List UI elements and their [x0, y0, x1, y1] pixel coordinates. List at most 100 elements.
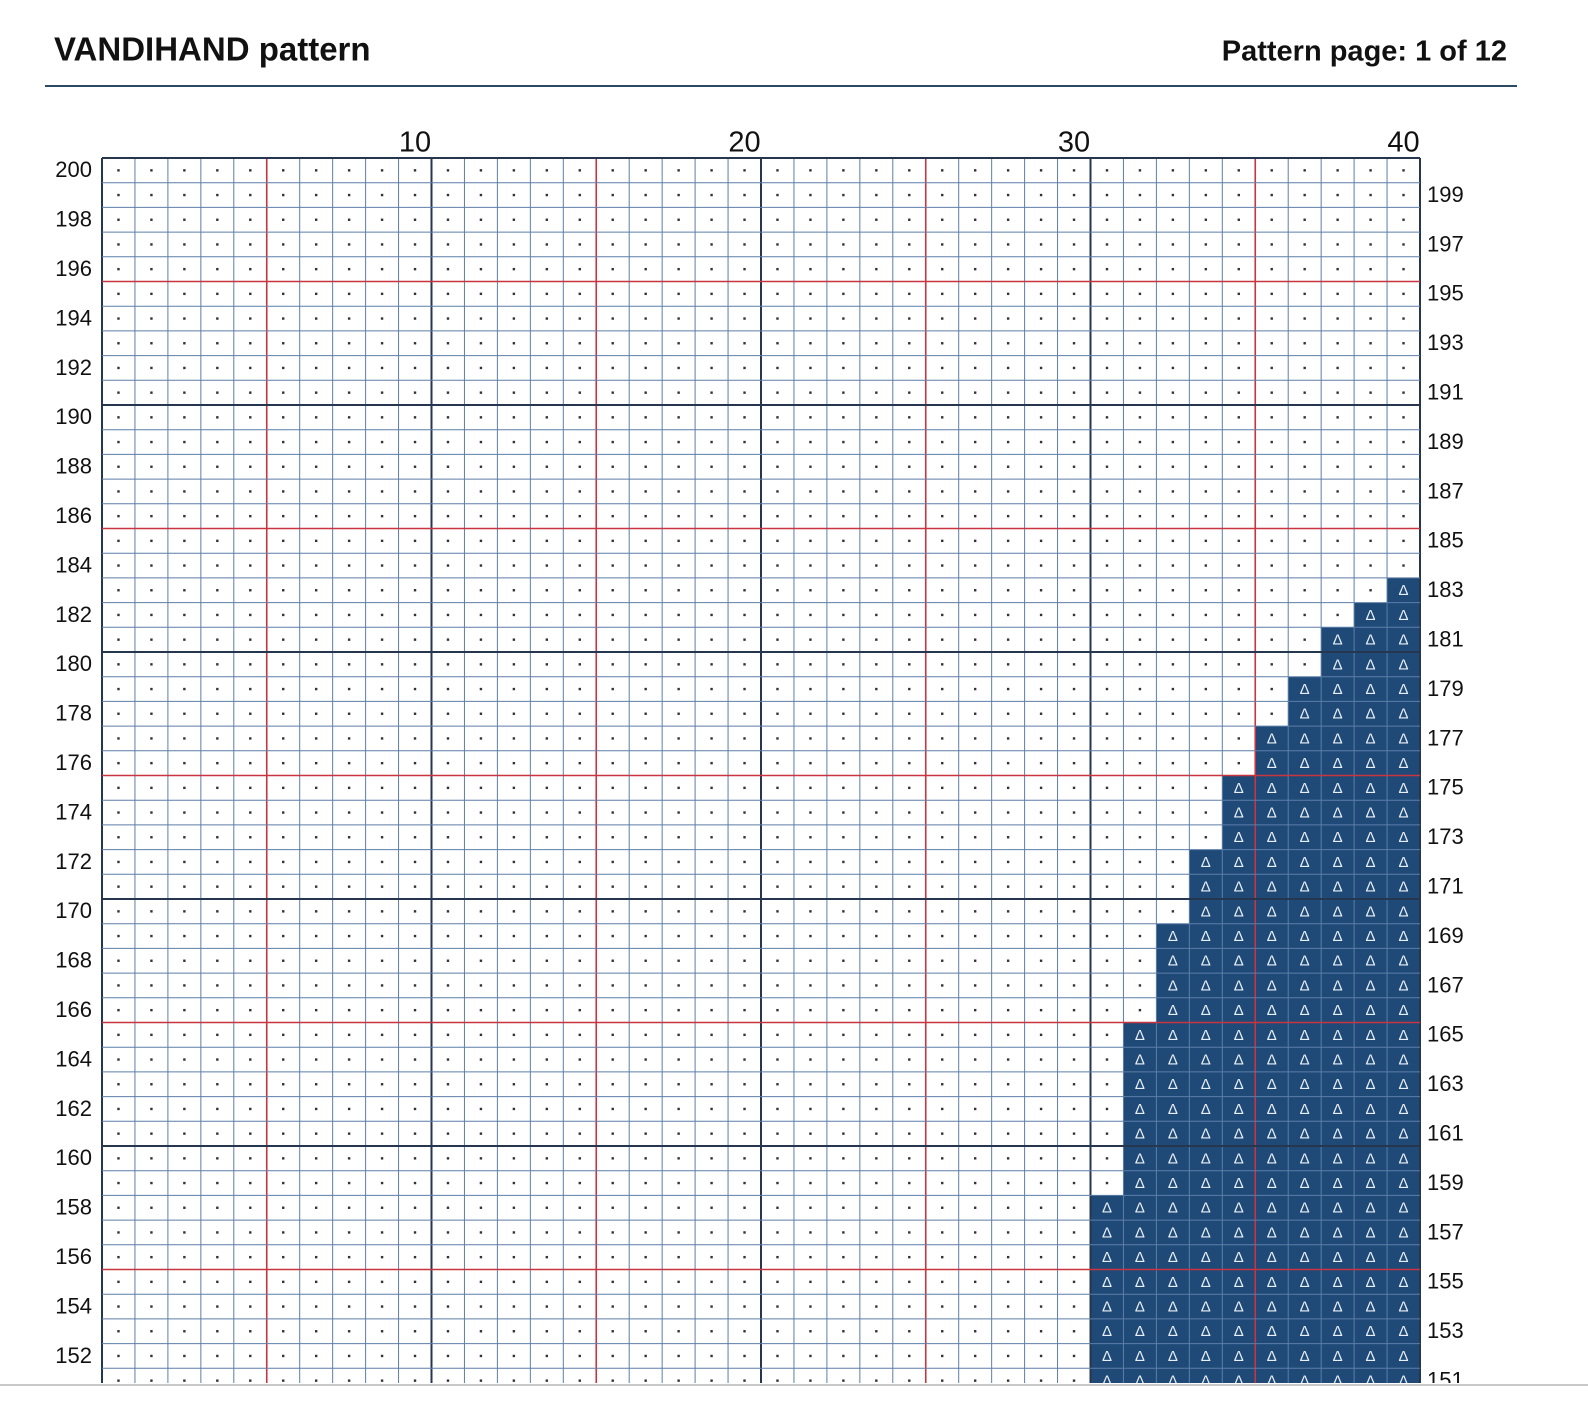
- cell-dot: [512, 1330, 516, 1333]
- cell-dot: [413, 613, 417, 617]
- cell-dot: [512, 292, 516, 296]
- stitch-symbol: Δ: [1135, 1373, 1145, 1390]
- cell-dot: [776, 514, 779, 518]
- cell-dot: [117, 687, 120, 691]
- stitch: [1387, 849, 1420, 875]
- stitch: [1156, 948, 1190, 974]
- cell-dot: [545, 613, 549, 617]
- cell-dot: [908, 1255, 911, 1259]
- cell-dot: [314, 1083, 318, 1086]
- cell-dot: [413, 193, 417, 197]
- cell-dot: [973, 1255, 977, 1259]
- cell-dot: [117, 416, 120, 419]
- cell-dot: [1270, 366, 1273, 370]
- cell-dot: [644, 391, 647, 394]
- cell-dot: [545, 737, 549, 740]
- cell-dot: [743, 1157, 746, 1160]
- cell-dot: [1105, 687, 1109, 691]
- stitch: [1189, 1096, 1223, 1122]
- stitch-symbol: Δ: [1102, 1224, 1112, 1241]
- cell-dot: [1006, 169, 1010, 172]
- cell-dot: [150, 811, 153, 814]
- cell-dot: [809, 1157, 812, 1160]
- cell-dot: [578, 292, 581, 296]
- row-label-left: 158: [55, 1195, 92, 1220]
- cell-dot: [117, 860, 120, 864]
- cell-dot: [216, 1107, 219, 1111]
- cell-dot: [710, 514, 713, 518]
- cell-dot: [875, 1132, 878, 1135]
- cell-dot: [1402, 465, 1405, 468]
- stitch: [1288, 726, 1322, 751]
- cell-dot: [380, 1157, 384, 1160]
- cell-dot: [743, 638, 746, 641]
- cell-dot: [743, 959, 746, 962]
- cell-dot: [512, 366, 516, 370]
- cell-dot: [117, 564, 120, 567]
- stitch: [1321, 676, 1355, 702]
- cell-dot: [1006, 737, 1010, 740]
- cell-dot: [776, 465, 779, 468]
- cell-dot: [776, 836, 779, 839]
- cell-dot: [941, 514, 944, 518]
- cell-dot: [380, 1330, 384, 1333]
- stitch: [1090, 1318, 1124, 1344]
- cell-dot: [249, 1008, 252, 1012]
- stitch-symbol: Δ: [1333, 1299, 1343, 1316]
- cell-dot: [1105, 169, 1109, 172]
- cell-dot: [413, 984, 417, 987]
- stitch: [1288, 1220, 1322, 1245]
- cell-dot: [677, 514, 680, 518]
- cell-dot: [314, 465, 318, 468]
- stitch: [1288, 1343, 1322, 1369]
- stitch-symbol: Δ: [1333, 1249, 1343, 1266]
- cell-dot: [973, 1157, 977, 1160]
- cell-dot: [1171, 885, 1175, 888]
- cell-dot: [1039, 1305, 1043, 1308]
- cell-dot: [710, 860, 713, 864]
- cell-dot: [512, 169, 516, 172]
- cell-dot: [842, 786, 845, 790]
- cell-dot: [842, 317, 845, 320]
- cell-dot: [578, 267, 581, 271]
- stitch: [1387, 1096, 1420, 1122]
- cell-dot: [1369, 416, 1372, 419]
- stitch-symbol: Δ: [1399, 780, 1409, 797]
- cell-dot: [908, 514, 911, 518]
- cell-dot: [446, 638, 450, 641]
- cell-dot: [446, 1033, 450, 1037]
- cell-dot: [1303, 292, 1306, 296]
- cell-dot: [1072, 267, 1076, 271]
- stitch-symbol: Δ: [1366, 1052, 1376, 1069]
- cell-dot: [611, 267, 614, 271]
- stitch: [1321, 874, 1355, 899]
- cell-dot: [1105, 391, 1109, 394]
- stitch-symbol: Δ: [1399, 854, 1409, 871]
- cell-dot: [479, 1330, 483, 1333]
- cell-dot: [941, 786, 944, 790]
- cell-dot: [446, 465, 450, 468]
- cell-dot: [677, 218, 680, 221]
- stitch-symbol: Δ: [1168, 1200, 1178, 1217]
- cell-dot: [1171, 391, 1175, 394]
- cell-dot: [908, 687, 911, 691]
- cell-dot: [809, 366, 812, 370]
- cell-dot: [314, 737, 318, 740]
- cell-dot: [1171, 613, 1175, 617]
- cell-dot: [1105, 786, 1109, 790]
- stitch-symbol: Δ: [1267, 1348, 1277, 1365]
- stitch-symbol: Δ: [1399, 953, 1409, 970]
- cell-dot: [117, 366, 120, 370]
- cell-dot: [380, 465, 384, 468]
- cell-dot: [183, 366, 186, 370]
- cell-dot: [347, 1255, 351, 1259]
- stitch: [1387, 775, 1420, 801]
- cell-dot: [314, 1379, 318, 1382]
- cell-dot: [611, 1206, 614, 1209]
- cell-dot: [1072, 959, 1076, 962]
- cell-dot: [314, 1033, 318, 1037]
- cell-dot: [1006, 243, 1010, 246]
- cell-dot: [842, 687, 845, 691]
- cell-dot: [150, 1255, 153, 1259]
- cell-dot: [1006, 613, 1010, 617]
